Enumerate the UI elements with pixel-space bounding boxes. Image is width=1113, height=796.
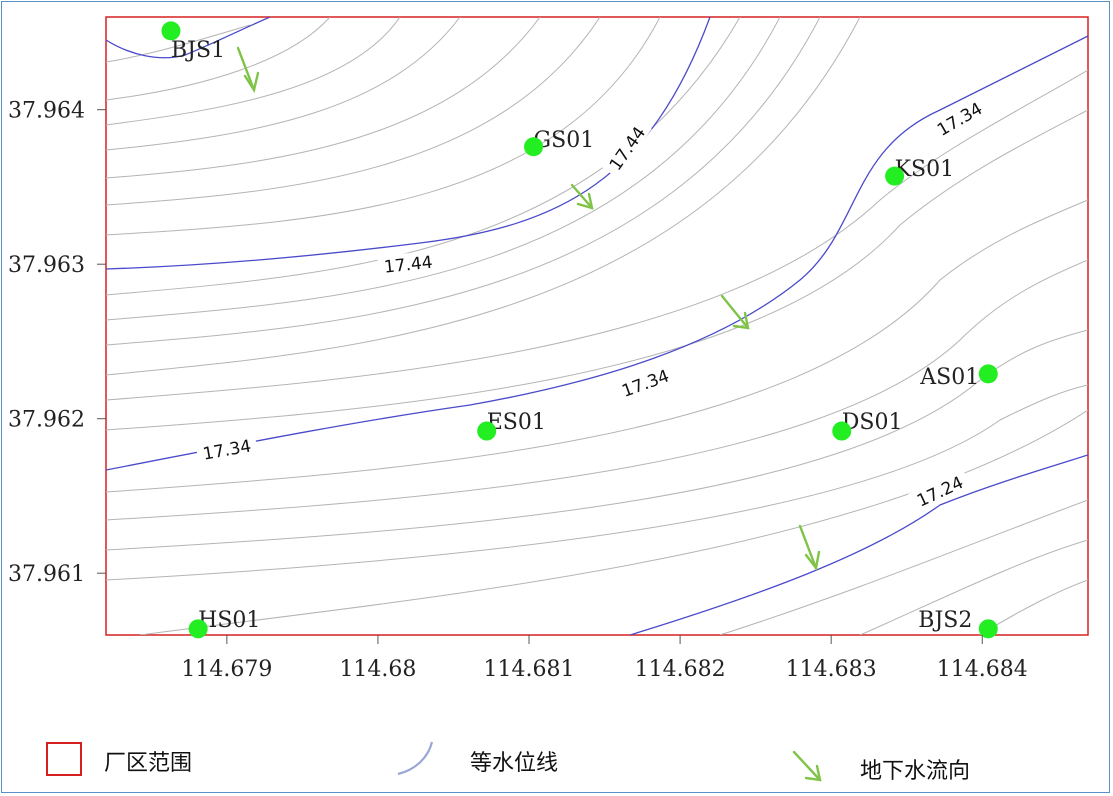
contour-line [106,17,541,179]
x-tick-label: 114.682 [635,657,726,682]
contour-line [106,17,741,296]
legend-flow-label: 地下水流向 [860,759,970,784]
legend-boundary-label: 厂区范围 [104,751,192,776]
well-es01[interactable]: ES01 [477,410,546,441]
contour-line [106,17,661,236]
well-label: ES01 [487,410,546,435]
well-ds01[interactable]: DS01 [832,410,902,441]
contour-line [139,409,1088,635]
contour-17-24 [629,454,1088,635]
contour-line [106,17,781,321]
well-marker[interactable] [477,421,497,441]
well-label: HS01 [198,608,260,633]
legend-boundary-swatch [46,742,82,776]
well-label: DS01 [842,410,903,435]
contour-line [106,24,251,63]
contour-lines [106,17,1088,635]
legend: 厂区范围 等水位线 地下水流向 [46,741,970,784]
x-tick-label: 114.68 [339,657,416,682]
x-tick-label: 114.683 [786,657,877,682]
well-label: AS01 [919,365,979,390]
plant-boundary [105,16,1089,636]
x-tick-label: 114.679 [181,657,272,682]
contour-line [106,329,1088,551]
contour-line [106,17,401,126]
well-bjs1[interactable]: BJS1 [161,21,225,63]
well-marker[interactable] [978,619,998,639]
contour-line [106,109,1088,431]
flow-arrow [570,183,594,210]
flow-arrow [720,294,750,330]
contour-line [106,17,861,376]
y-tick-label: 37.961 [8,562,85,587]
well-gs01[interactable]: GS01 [524,128,594,157]
monitoring-wells: BJS1 GS01 KS01 AS01 ES01 DS01 HS01 BJS2 [161,21,998,639]
contour-line [106,69,1088,401]
contour-line [106,259,1088,521]
flow-arrow [798,524,821,571]
well-marker[interactable] [978,364,998,384]
x-tick-label: 114.681 [484,657,575,682]
contour-line [106,199,1088,493]
contour-label: 17.44 [377,250,439,278]
contour-line [106,384,1088,581]
well-label: KS01 [895,157,955,182]
flow-arrows [236,46,821,571]
contour-line [106,17,601,206]
well-marker[interactable] [161,21,181,41]
contour-line [106,17,821,346]
well-label: BJS1 [171,38,225,63]
y-tick-label: 37.962 [8,408,85,433]
contour-line [106,17,461,151]
legend-flow-arrow-icon [792,750,822,782]
contour-17-34 [106,35,1088,471]
flow-arrow [236,46,260,94]
well-bjs2[interactable]: BJS2 [918,608,998,639]
contour-line [859,539,1088,635]
x-axis: 114.679 114.68 114.681 114.682 114.683 114.68… [181,635,1028,682]
legend-contour-label: 等水位线 [470,751,558,776]
well-marker[interactable] [524,137,544,157]
contour-17-44-top [106,17,271,59]
well-label: BJS2 [918,608,972,633]
x-tick-label: 114.684 [937,657,1028,682]
well-ks01[interactable]: KS01 [885,157,954,186]
contour-line [719,499,1088,635]
well-hs01[interactable]: HS01 [188,608,261,639]
y-tick-label: 37.963 [8,253,85,278]
well-marker[interactable] [885,166,905,186]
legend-contour-swatch [397,741,434,776]
well-marker[interactable] [188,619,208,639]
y-axis: 37.964 37.963 37.962 37.961 [8,99,106,587]
well-as01[interactable]: AS01 [919,364,998,390]
y-tick-label: 37.964 [8,99,85,124]
well-label: GS01 [534,128,595,153]
well-marker[interactable] [832,421,852,441]
contour-line [106,17,331,101]
